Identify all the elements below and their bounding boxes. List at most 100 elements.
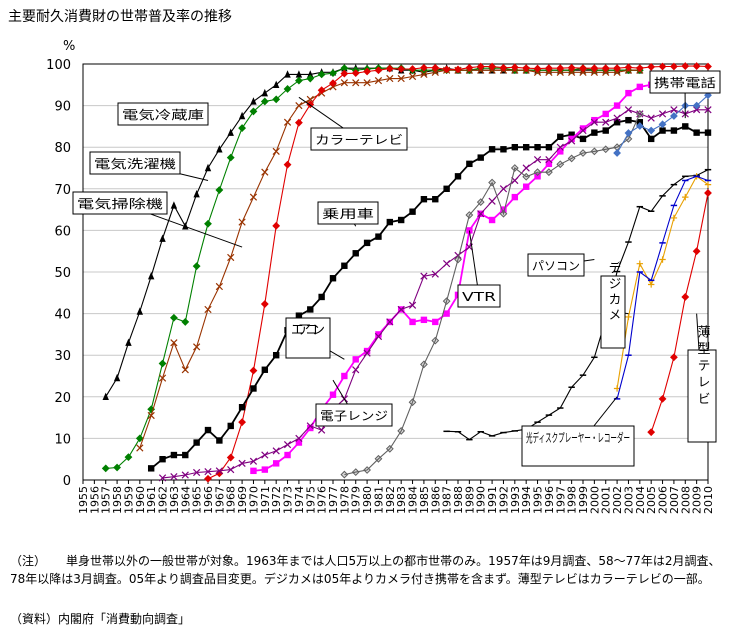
data-point (374, 454, 383, 463)
series-10 (613, 173, 712, 392)
data-point (284, 451, 291, 459)
data-point (682, 123, 689, 130)
data-point (590, 68, 598, 76)
data-point (602, 68, 610, 76)
callout-3: カラーテレビ (298, 96, 408, 151)
page-title: 主要耐久消費財の世帯普及率の推移 (8, 9, 232, 25)
data-point (238, 218, 246, 226)
data-point (443, 310, 450, 317)
callout-box (315, 403, 393, 427)
data-point (408, 398, 417, 407)
series-7 (340, 110, 644, 479)
data-point (442, 297, 451, 306)
series-11 (613, 175, 712, 400)
data-point (227, 128, 234, 136)
data-point (431, 63, 440, 72)
data-point (511, 144, 519, 151)
y-tick-label: 90 (54, 100, 71, 115)
data-point (693, 129, 700, 136)
data-point (272, 147, 280, 155)
data-point (704, 181, 712, 188)
data-point (272, 460, 280, 467)
data-point (420, 63, 428, 72)
data-point (613, 68, 621, 76)
x-tick-label: 1982 (384, 486, 397, 514)
data-point (613, 64, 621, 73)
x-tick-label: 1958 (111, 486, 124, 514)
y-tick-label: 0 (63, 474, 71, 489)
data-point (443, 185, 450, 192)
data-point (159, 456, 166, 463)
x-tick-label: 1988 (452, 486, 465, 514)
data-point (601, 145, 610, 154)
data-point (579, 64, 587, 73)
data-point (250, 385, 257, 392)
x-tick-label: 1994 (520, 486, 533, 514)
data-point (272, 95, 281, 104)
data-point (613, 119, 621, 126)
data-point (318, 293, 325, 301)
data-point (522, 64, 531, 73)
data-point (283, 160, 292, 169)
data-point (147, 465, 155, 472)
x-tick-label: 1970 (247, 486, 260, 514)
data-point (397, 305, 405, 314)
data-point (590, 118, 598, 126)
data-point (124, 453, 133, 462)
line-chart: 0102030405060708090100%19551956195719581… (46, 39, 721, 514)
callout-4: 乗用車 (317, 201, 379, 227)
data-point (147, 271, 155, 280)
data-point (249, 457, 258, 465)
callout-label: 電子レンジ (320, 409, 388, 423)
data-point (557, 148, 564, 155)
data-point (510, 63, 519, 72)
data-point (307, 70, 314, 78)
data-point (329, 69, 337, 78)
series-8 (443, 168, 712, 441)
data-point (295, 439, 303, 446)
callout-7: VTR (457, 230, 501, 308)
data-point (159, 234, 166, 242)
data-point (579, 68, 587, 76)
data-point (386, 318, 394, 326)
data-point (386, 74, 394, 83)
series-line (344, 113, 641, 476)
data-point (170, 201, 178, 209)
callout-box (317, 201, 379, 225)
data-point (658, 120, 667, 129)
data-point (158, 359, 167, 368)
data-point (432, 318, 439, 326)
data-point (340, 69, 349, 78)
x-tick-label: 1985 (418, 486, 431, 514)
data-point (613, 102, 621, 109)
data-point (420, 316, 428, 324)
y-tick-label: 30 (54, 349, 71, 364)
data-point (283, 118, 292, 126)
data-point (522, 164, 530, 172)
callout-box (600, 275, 626, 349)
data-point (568, 68, 576, 76)
x-tick-label: 1987 (441, 486, 454, 514)
data-point (602, 110, 609, 118)
data-point (590, 64, 599, 73)
data-point (181, 471, 189, 479)
data-point (533, 64, 542, 73)
data-point (317, 86, 326, 95)
data-point (704, 91, 712, 100)
data-point (408, 65, 417, 73)
data-point (681, 293, 690, 301)
data-point (216, 437, 223, 444)
data-point (272, 80, 280, 88)
data-point (374, 77, 383, 85)
data-point (556, 64, 565, 73)
callout-label: パソコン (532, 259, 580, 273)
callout-label: エアコン (291, 323, 325, 338)
y-tick-label: 20 (54, 391, 71, 406)
data-point (579, 125, 587, 132)
data-point (385, 64, 394, 73)
data-point (408, 301, 417, 309)
callout-label: 携帯電話 (654, 75, 716, 90)
data-point (522, 183, 530, 190)
data-point (567, 154, 576, 163)
x-tick-label: 1957 (100, 486, 113, 514)
